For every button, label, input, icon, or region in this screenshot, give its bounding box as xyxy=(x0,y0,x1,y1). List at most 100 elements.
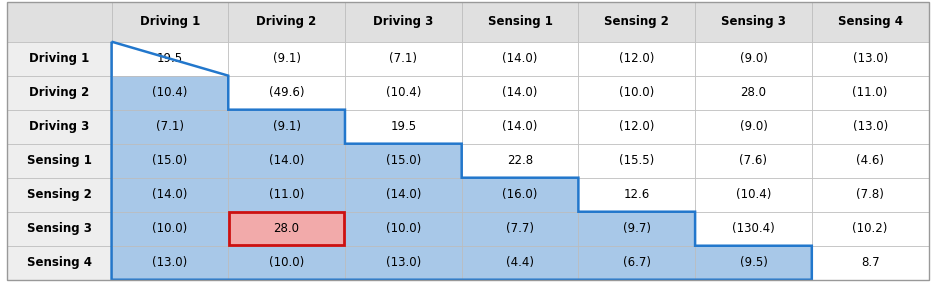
Bar xyxy=(578,110,695,144)
Text: Driving 3: Driving 3 xyxy=(29,120,90,133)
Bar xyxy=(228,144,345,178)
Bar xyxy=(111,246,228,280)
Text: (11.0): (11.0) xyxy=(853,86,888,99)
Bar xyxy=(7,246,111,280)
Bar xyxy=(345,110,461,144)
Bar xyxy=(461,212,578,246)
Text: (7.8): (7.8) xyxy=(856,188,885,201)
Bar xyxy=(7,212,111,246)
Text: (10.0): (10.0) xyxy=(153,222,187,235)
Bar xyxy=(578,76,695,110)
Bar xyxy=(578,178,695,212)
Bar xyxy=(111,110,228,144)
Text: (9.1): (9.1) xyxy=(272,120,300,133)
Bar xyxy=(111,76,228,110)
Bar xyxy=(578,144,695,178)
Text: Sensing 4: Sensing 4 xyxy=(27,256,92,269)
Text: Driving 3: Driving 3 xyxy=(373,16,433,28)
Text: Driving 2: Driving 2 xyxy=(256,16,316,28)
Text: (15.0): (15.0) xyxy=(153,154,187,167)
Bar xyxy=(812,212,929,246)
Text: 22.8: 22.8 xyxy=(507,154,534,167)
Text: Sensing 1: Sensing 1 xyxy=(27,154,92,167)
Text: (12.0): (12.0) xyxy=(619,52,654,65)
Text: 19.5: 19.5 xyxy=(390,120,417,133)
Text: (49.6): (49.6) xyxy=(269,86,304,99)
Text: (9.7): (9.7) xyxy=(622,222,651,235)
Text: 19.5: 19.5 xyxy=(157,52,183,65)
Bar xyxy=(812,110,929,144)
Text: (14.0): (14.0) xyxy=(153,188,187,201)
Bar xyxy=(461,246,578,280)
Text: (11.0): (11.0) xyxy=(269,188,304,201)
Text: (9.0): (9.0) xyxy=(739,52,768,65)
Bar xyxy=(345,178,461,212)
Text: (10.2): (10.2) xyxy=(853,222,888,235)
Text: Driving 1: Driving 1 xyxy=(139,16,200,28)
Bar xyxy=(345,212,461,246)
Bar xyxy=(461,42,578,76)
Bar xyxy=(111,42,228,76)
Text: (14.0): (14.0) xyxy=(503,120,537,133)
Bar xyxy=(228,2,345,42)
Bar xyxy=(345,144,461,178)
Text: (13.0): (13.0) xyxy=(153,256,187,269)
Text: Sensing 3: Sensing 3 xyxy=(27,222,92,235)
Text: (7.1): (7.1) xyxy=(389,52,417,65)
Bar xyxy=(812,76,929,110)
Bar xyxy=(695,110,812,144)
Bar xyxy=(812,144,929,178)
Text: (16.0): (16.0) xyxy=(503,188,537,201)
Text: (10.0): (10.0) xyxy=(269,256,304,269)
Text: Sensing 2: Sensing 2 xyxy=(605,16,669,28)
Bar xyxy=(812,246,929,280)
Bar xyxy=(461,144,578,178)
Bar xyxy=(578,246,695,280)
Text: (10.4): (10.4) xyxy=(386,86,421,99)
Bar xyxy=(461,178,578,212)
Bar xyxy=(111,178,228,212)
Text: Driving 2: Driving 2 xyxy=(29,86,90,99)
Text: (9.0): (9.0) xyxy=(739,120,768,133)
Text: (15.0): (15.0) xyxy=(386,154,421,167)
Text: (13.0): (13.0) xyxy=(853,120,887,133)
Text: (13.0): (13.0) xyxy=(853,52,887,65)
Bar xyxy=(111,212,228,246)
Text: (7.7): (7.7) xyxy=(506,222,534,235)
Bar xyxy=(695,144,812,178)
Text: 12.6: 12.6 xyxy=(623,188,650,201)
Bar xyxy=(7,76,111,110)
Text: (9.1): (9.1) xyxy=(272,52,300,65)
Bar xyxy=(7,2,111,42)
Bar xyxy=(345,76,461,110)
Bar xyxy=(695,42,812,76)
Text: Driving 1: Driving 1 xyxy=(29,52,90,65)
Text: Sensing 3: Sensing 3 xyxy=(721,16,786,28)
Bar xyxy=(228,110,345,144)
Bar xyxy=(461,110,578,144)
Bar xyxy=(578,212,695,246)
Bar xyxy=(228,178,345,212)
Text: (6.7): (6.7) xyxy=(622,256,651,269)
Text: (14.0): (14.0) xyxy=(503,86,537,99)
Text: (130.4): (130.4) xyxy=(732,222,775,235)
Text: (10.4): (10.4) xyxy=(153,86,187,99)
Bar xyxy=(7,110,111,144)
Bar xyxy=(695,2,812,42)
Text: (12.0): (12.0) xyxy=(619,120,654,133)
Bar xyxy=(228,246,345,280)
Text: (9.5): (9.5) xyxy=(739,256,768,269)
Bar xyxy=(695,246,812,280)
Bar xyxy=(812,2,929,42)
Bar xyxy=(228,76,345,110)
Text: (4.4): (4.4) xyxy=(506,256,534,269)
Bar xyxy=(345,42,461,76)
Text: 28.0: 28.0 xyxy=(740,86,767,99)
Text: (10.4): (10.4) xyxy=(736,188,771,201)
Bar xyxy=(812,42,929,76)
Bar xyxy=(695,178,812,212)
Text: Sensing 1: Sensing 1 xyxy=(488,16,552,28)
Text: (13.0): (13.0) xyxy=(386,256,421,269)
Bar xyxy=(7,178,111,212)
Bar xyxy=(345,246,461,280)
